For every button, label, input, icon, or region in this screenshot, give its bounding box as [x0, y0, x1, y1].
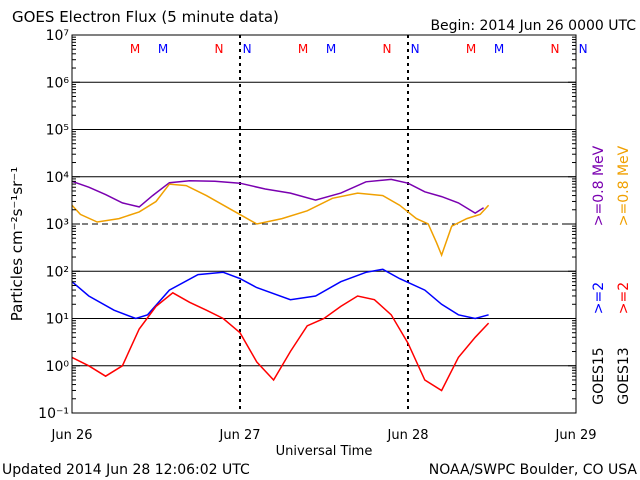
series-line-3: [71, 291, 490, 392]
y-tick-label: 10⁷: [46, 28, 69, 44]
x-tick-label: Jun 27: [219, 428, 261, 443]
marker-m: M: [326, 42, 336, 56]
series-line-0: [71, 178, 485, 214]
right-label: >=0.8 MeV: [591, 145, 607, 226]
marker-m: M: [130, 42, 140, 56]
y-tick-label: 10⁵: [46, 123, 69, 139]
y-tick-label: 10⁴: [46, 170, 70, 186]
begin-label: Begin: 2014 Jun 26 0000 UTC: [430, 18, 636, 34]
series-line-2: [71, 268, 489, 320]
y-axis-ticks: 10⁻¹ 10⁰ 10¹ 10² 10³ 10⁴ 10⁵ 10⁶ 10⁷: [38, 28, 576, 422]
series-group: [71, 178, 490, 392]
y-tick-label: 10⁰: [46, 359, 70, 375]
marker-n: N: [215, 42, 224, 56]
x-axis-ticks: Jun 26 Jun 27 Jun 28 Jun 29: [51, 428, 597, 443]
grid: [72, 35, 576, 413]
x-tick-label: Jun 29: [555, 428, 597, 443]
right-label: >=2: [616, 282, 632, 314]
right-label: GOES13: [616, 347, 632, 404]
x-axis-label: Universal Time: [276, 444, 373, 459]
right-label: >=0.8 MeV: [616, 145, 632, 226]
marker-m: M: [298, 42, 308, 56]
x-tick-label: Jun 28: [387, 428, 429, 443]
marker-m: M: [158, 42, 168, 56]
marker-m: M: [494, 42, 504, 56]
credit-label: NOAA/SWPC Boulder, CO USA: [429, 462, 638, 478]
marker-n: N: [579, 42, 588, 56]
right-label: >=2: [591, 282, 607, 314]
marker-n: N: [383, 42, 392, 56]
chart-title: GOES Electron Flux (5 minute data): [12, 8, 279, 26]
y-axis-label: Particles cm⁻²s⁻¹sr⁻¹: [8, 167, 26, 321]
marker-m: M: [466, 42, 476, 56]
y-tick-label: 10²: [46, 264, 69, 280]
series-line-1: [71, 183, 490, 258]
updated-label: Updated 2014 Jun 28 12:06:02 UTC: [2, 462, 250, 478]
marker-n: N: [243, 42, 252, 56]
x-tick-label: Jun 26: [51, 428, 93, 443]
y-tick-label: 10⁶: [46, 75, 70, 91]
right-label: GOES15: [591, 347, 607, 404]
y-tick-label: 10³: [46, 217, 69, 233]
legend-right: >=0.8 MeV >=0.8 MeV >=2 >=2 GOES15 GOES13: [591, 145, 632, 404]
marker-n: N: [411, 42, 420, 56]
marker-n: N: [551, 42, 560, 56]
y-tick-label: 10¹: [46, 312, 69, 328]
y-tick-label: 10⁻¹: [38, 406, 69, 422]
